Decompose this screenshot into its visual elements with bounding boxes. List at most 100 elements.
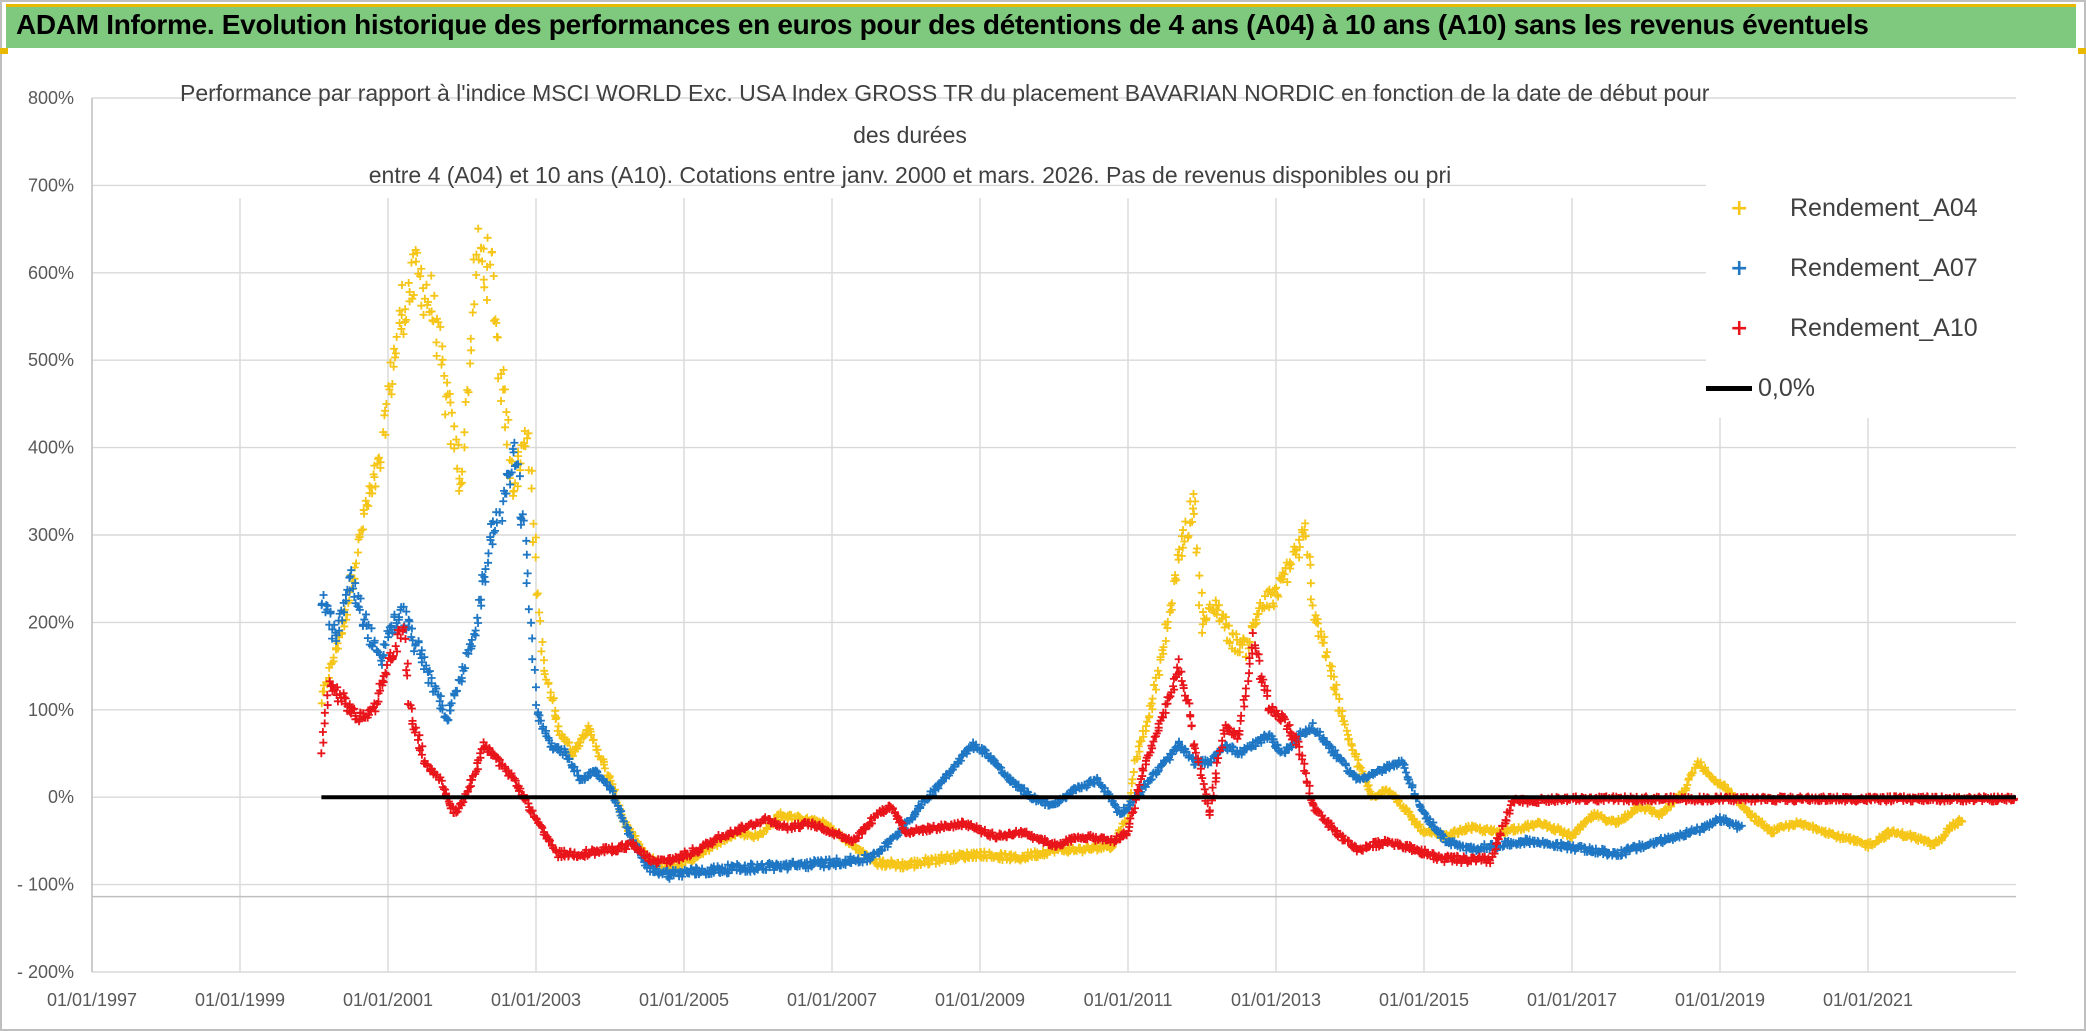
data-point (1149, 680, 1158, 689)
x-tick-label: 01/01/2003 (491, 990, 581, 1010)
data-point (535, 608, 544, 617)
data-point (340, 622, 349, 631)
data-point (509, 486, 518, 495)
legend-label-a04: Rendement_A04 (1790, 194, 1978, 222)
report-header: ADAM Informe. Evolution historique des p… (6, 4, 2076, 48)
report-title: ADAM Informe. Evolution historique des p… (16, 9, 1869, 40)
data-point (389, 344, 398, 353)
data-point (403, 659, 412, 668)
data-point (456, 480, 465, 489)
data-point (445, 389, 454, 398)
data-point (362, 500, 371, 509)
data-point (1958, 817, 1967, 826)
data-point (338, 616, 347, 625)
legend-marker-a10-icon: + (1730, 316, 1749, 341)
data-point (383, 661, 392, 670)
series-rendement_a10 (317, 623, 2018, 868)
data-point (1192, 544, 1201, 553)
data-point (385, 623, 394, 632)
x-tick-label: 01/01/1999 (195, 990, 285, 1010)
data-point (328, 634, 337, 643)
data-point (393, 647, 402, 656)
data-point (1159, 643, 1168, 652)
data-point (441, 410, 450, 419)
x-tick-label: 01/01/1997 (47, 990, 137, 1010)
data-point (1159, 649, 1168, 658)
data-point (1161, 636, 1170, 645)
data-point (492, 518, 501, 527)
data-point (466, 334, 475, 343)
data-point (363, 634, 372, 643)
data-point (417, 646, 426, 655)
data-point (481, 577, 490, 586)
data-point (432, 684, 441, 693)
data-point (422, 280, 431, 289)
data-point (352, 559, 361, 568)
data-point (1178, 543, 1187, 552)
data-point (1142, 722, 1151, 731)
data-point (1163, 617, 1172, 626)
data-point (388, 380, 397, 389)
data-point (432, 314, 441, 323)
data-point (474, 619, 483, 628)
x-axis-ticks: 01/01/1997 01/01/1999 01/01/2001 01/01/2003… (47, 990, 1913, 1010)
data-point (1270, 585, 1279, 594)
data-point (397, 281, 406, 290)
y-tick-label: 300% (28, 525, 74, 545)
data-point (446, 706, 455, 715)
data-point (318, 727, 327, 736)
data-point (446, 440, 455, 449)
data-point (554, 722, 563, 731)
data-point (1330, 685, 1339, 694)
data-point (420, 653, 429, 662)
data-point (1143, 717, 1152, 726)
data-point (454, 440, 463, 449)
data-point (320, 719, 329, 728)
data-point (486, 536, 495, 545)
data-point (529, 519, 538, 528)
data-point (407, 624, 416, 633)
data-point (919, 857, 928, 866)
data-point (488, 540, 497, 549)
data-point (470, 300, 479, 309)
data-point (390, 610, 399, 619)
data-point (389, 362, 398, 371)
data-point (480, 283, 489, 292)
data-point (530, 665, 539, 674)
data-point (492, 332, 501, 341)
data-point (1197, 588, 1206, 597)
data-point (576, 738, 585, 747)
data-point (1184, 531, 1193, 540)
data-point (399, 602, 408, 611)
data-point (1195, 601, 1204, 610)
series-rendement_a04 (317, 224, 1967, 874)
chart-title-line-1: Performance par rapport à l'indice MSCI … (180, 80, 1710, 106)
data-point (1177, 532, 1186, 541)
data-point (317, 699, 326, 708)
data-point (402, 666, 411, 675)
data-point (943, 850, 952, 859)
data-point (376, 458, 385, 467)
data-point (1340, 720, 1349, 729)
data-point (513, 482, 522, 491)
data-point (351, 579, 360, 588)
data-point (551, 706, 560, 715)
data-point (438, 355, 447, 364)
data-point (341, 596, 350, 605)
data-point (318, 599, 327, 608)
corner-accent-left (0, 48, 8, 54)
data-point (531, 553, 540, 562)
legend-label-a10: Rendement_A10 (1790, 314, 1978, 342)
chart-grid (91, 97, 2016, 973)
data-point (355, 605, 364, 614)
data-point (488, 517, 497, 526)
data-point (1221, 613, 1230, 622)
data-point (436, 322, 445, 331)
data-point (1179, 526, 1188, 535)
data-point (1252, 618, 1261, 627)
legend-marker-a04-icon: + (1730, 196, 1749, 221)
data-point (1415, 820, 1424, 829)
data-point (1199, 780, 1208, 789)
data-point (405, 617, 414, 626)
data-point (1211, 769, 1220, 778)
